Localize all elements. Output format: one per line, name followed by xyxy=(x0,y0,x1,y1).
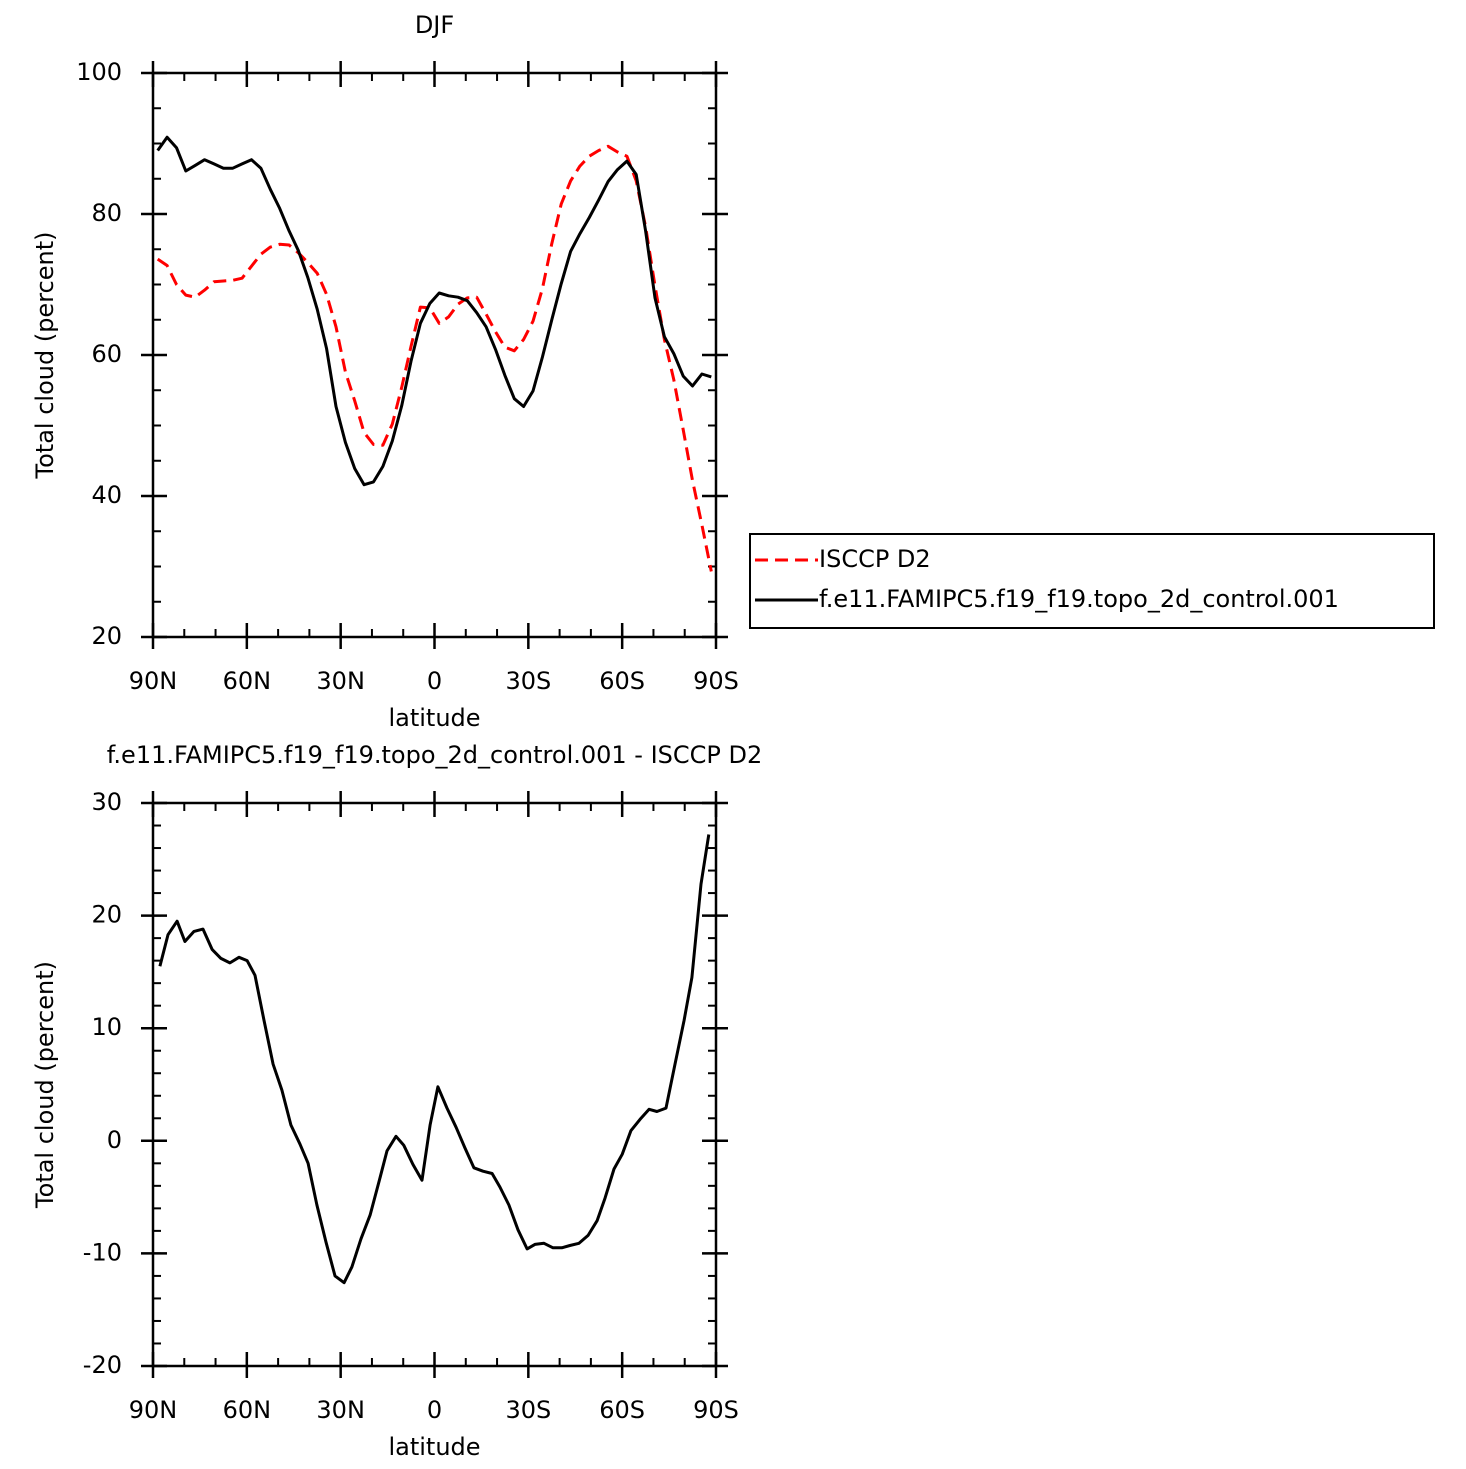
data-line xyxy=(156,135,712,487)
x-tick-label: 60N xyxy=(223,667,272,695)
x-tick-label: 30N xyxy=(316,1396,365,1424)
x-tick-label: 90S xyxy=(693,1396,739,1424)
plot-frame xyxy=(151,801,718,1368)
x-tick-label: 60N xyxy=(223,1396,272,1424)
data-line xyxy=(158,834,711,1285)
x-tick-label: 30S xyxy=(505,667,551,695)
y-tick-label: 40 xyxy=(91,481,122,509)
x-tick-label: 90N xyxy=(129,1396,178,1424)
y-tick-label: 10 xyxy=(91,1013,122,1041)
legend-label: ISCCP D2 xyxy=(819,545,931,573)
plot-frame xyxy=(151,71,718,639)
x-tick-label: 90N xyxy=(129,667,178,695)
y-tick-label: -20 xyxy=(83,1351,122,1379)
y-tick-label: 0 xyxy=(107,1126,122,1154)
legend-box xyxy=(749,533,1435,629)
y-axis-label: Total cloud (percent) xyxy=(31,232,59,480)
y-tick-label: 60 xyxy=(91,340,122,368)
x-tick-label: 30N xyxy=(316,667,365,695)
x-tick-label: 0 xyxy=(427,667,442,695)
x-tick-label: 90S xyxy=(693,667,739,695)
x-tick-label: 30S xyxy=(505,1396,551,1424)
y-axis-label: Total cloud (percent) xyxy=(31,961,59,1209)
y-tick-label: 20 xyxy=(91,622,122,650)
legend-label: f.e11.FAMIPC5.f19_f19.topo_2d_control.00… xyxy=(819,585,1339,613)
legend: ISCCP D2 f.e11.FAMIPC5.f19_f19.topo_2d_co… xyxy=(749,533,1435,629)
x-axis-label: latitude xyxy=(388,1433,480,1461)
chart-title: f.e11.FAMIPC5.f19_f19.topo_2d_control.00… xyxy=(107,741,763,769)
x-tick-label: 0 xyxy=(427,1396,442,1424)
y-tick-label: 80 xyxy=(91,199,122,227)
y-tick-label: 30 xyxy=(91,788,122,816)
x-tick-label: 60S xyxy=(599,1396,645,1424)
x-axis-label: latitude xyxy=(388,704,480,732)
y-tick-label: -10 xyxy=(83,1238,122,1266)
data-line xyxy=(156,144,713,572)
chart-title: DJF xyxy=(415,11,454,39)
y-tick-label: 20 xyxy=(91,901,122,929)
x-tick-label: 60S xyxy=(599,667,645,695)
y-tick-label: 100 xyxy=(76,58,122,86)
